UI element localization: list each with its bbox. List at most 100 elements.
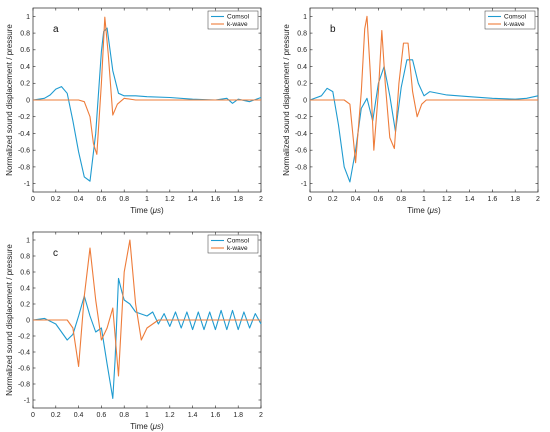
x-axis-label: Time (μs) [130, 422, 164, 431]
x-tick-label: 0.8 [119, 412, 129, 419]
x-axis-label-suffix: ) [438, 206, 441, 215]
x-tick-label: 0.2 [51, 412, 61, 419]
x-tick-label: 1.2 [442, 196, 452, 203]
y-tick-label: 0.6 [20, 47, 30, 54]
x-tick-label: 1.6 [211, 412, 221, 419]
series-line-comsol [309, 59, 539, 183]
x-axis-label-prefix: Time ( [407, 206, 430, 215]
panel-b: 0 0.2 0.4 0.6 0.8 1 1.2 1.4 1.6 1.8 2 1 0.8 0.6 0.4 0.2… [282, 7, 540, 215]
x-tick-label: 1.4 [188, 196, 198, 203]
x-tick-label: 2 [259, 412, 263, 419]
x-tick-label: 0.6 [97, 196, 107, 203]
x-tick-label: 0.2 [328, 196, 338, 203]
panel-label: b [330, 24, 336, 35]
series-line-comsol [32, 277, 262, 399]
y-tick-label: -1 [24, 397, 30, 404]
x-tick-label: 0.6 [97, 412, 107, 419]
x-axis-label-unit: μs [152, 422, 161, 431]
y-tick-label: 0 [26, 317, 30, 324]
x-tick-label: 0.4 [351, 196, 361, 203]
series-line-k-wave [33, 239, 261, 377]
y-tick-label: -0.4 [295, 131, 307, 138]
y-tick-label: -0.8 [295, 164, 307, 171]
legend-entry: k-wave [227, 21, 248, 28]
legend-entry: k-wave [227, 245, 248, 252]
x-tick-label: 0 [31, 196, 35, 203]
panel-label: a [53, 24, 59, 35]
y-tick-label: -0.2 [18, 333, 30, 340]
y-tick-label: 0.8 [297, 30, 307, 37]
y-tick-label: -0.6 [18, 148, 30, 155]
y-tick-label: 0.6 [297, 47, 307, 54]
x-tick-label: 1.8 [233, 412, 243, 419]
x-tick-label: 1 [145, 412, 149, 419]
series-line-k-wave [33, 16, 261, 155]
y-tick-label: 0.6 [20, 269, 30, 276]
x-tick-label: 1 [145, 196, 149, 203]
y-tick-label: -0.8 [18, 381, 30, 388]
x-tick-label: 1.4 [188, 412, 198, 419]
x-tick-label: 1.8 [233, 196, 243, 203]
y-tick-label: -0.4 [18, 349, 30, 356]
y-tick-label: -0.6 [18, 365, 30, 372]
y-tick-label: 0.8 [20, 30, 30, 37]
x-tick-label: 0.2 [51, 196, 61, 203]
x-tick-label: 0.8 [396, 196, 406, 203]
y-tick-label: 0 [303, 97, 307, 104]
x-tick-label: 1.6 [488, 196, 498, 203]
y-axis-label: Normalized sound displacement / pressure [5, 244, 14, 396]
y-tick-label: 0.2 [20, 301, 30, 308]
x-axis-label-unit: μs [429, 206, 438, 215]
y-tick-label: 0.4 [20, 64, 30, 71]
x-tick-label: 0 [308, 196, 312, 203]
y-tick-label: 0.4 [20, 285, 30, 292]
x-axis-label-unit: μs [152, 206, 161, 215]
x-axis-label: Time (μs) [130, 206, 164, 215]
x-tick-label: 1.2 [165, 412, 175, 419]
y-axis-label: Normalized sound displacement / pressure [282, 24, 291, 176]
x-axis-label: Time (μs) [407, 206, 441, 215]
series-line-k-wave [310, 15, 538, 164]
y-tick-label: -1 [24, 181, 30, 188]
legend-entry: k-wave [504, 21, 525, 28]
panel-a: 0 0.2 0.4 0.6 0.8 1 1.2 1.4 1.6 1.8 2 1 0.8 0.6 0.4 0.2… [5, 7, 263, 215]
y-tick-label: -0.6 [295, 148, 307, 155]
x-axis-label-suffix: ) [161, 422, 164, 431]
x-tick-label: 1 [422, 196, 426, 203]
x-tick-label: 0.4 [74, 412, 84, 419]
y-tick-label: 1 [303, 14, 307, 21]
y-tick-label: -0.2 [18, 114, 30, 121]
x-tick-label: 1.6 [211, 196, 221, 203]
y-tick-label: -0.8 [18, 164, 30, 171]
y-tick-label: 0.4 [297, 64, 307, 71]
y-tick-label: -0.4 [18, 131, 30, 138]
y-axis-label: Normalized sound displacement / pressure [5, 24, 14, 176]
legend-entry: Comsol [227, 238, 250, 245]
x-tick-label: 0.8 [119, 196, 129, 203]
x-axis-label-suffix: ) [161, 206, 164, 215]
y-tick-label: 0.2 [20, 81, 30, 88]
x-tick-label: 1.8 [510, 196, 520, 203]
x-tick-label: 0.6 [374, 196, 384, 203]
x-tick-label: 0.4 [74, 196, 84, 203]
x-axis-label-prefix: Time ( [130, 206, 153, 215]
x-tick-label: 1.4 [465, 196, 475, 203]
x-axis-label-prefix: Time ( [130, 422, 153, 431]
y-tick-label: 1 [26, 14, 30, 21]
panel-label: c [53, 248, 58, 259]
y-tick-label: -1 [301, 181, 307, 188]
y-tick-label: 0 [26, 97, 30, 104]
legend-entry: Comsol [504, 14, 527, 21]
x-tick-label: 1.2 [165, 196, 175, 203]
x-tick-label: 0 [31, 412, 35, 419]
legend-entry: Comsol [227, 14, 250, 21]
y-tick-label: 0.8 [20, 253, 30, 260]
y-tick-label: 0.2 [297, 81, 307, 88]
panel-c: 0 0.2 0.4 0.6 0.8 1 1.2 1.4 1.6 1.8 2 1 0.8 0.6 0.4 0.2… [5, 231, 263, 431]
y-tick-label: -0.2 [295, 114, 307, 121]
x-tick-label: 2 [259, 196, 263, 203]
y-tick-label: 1 [26, 237, 30, 244]
x-tick-label: 2 [536, 196, 540, 203]
series-line-comsol [32, 27, 262, 182]
